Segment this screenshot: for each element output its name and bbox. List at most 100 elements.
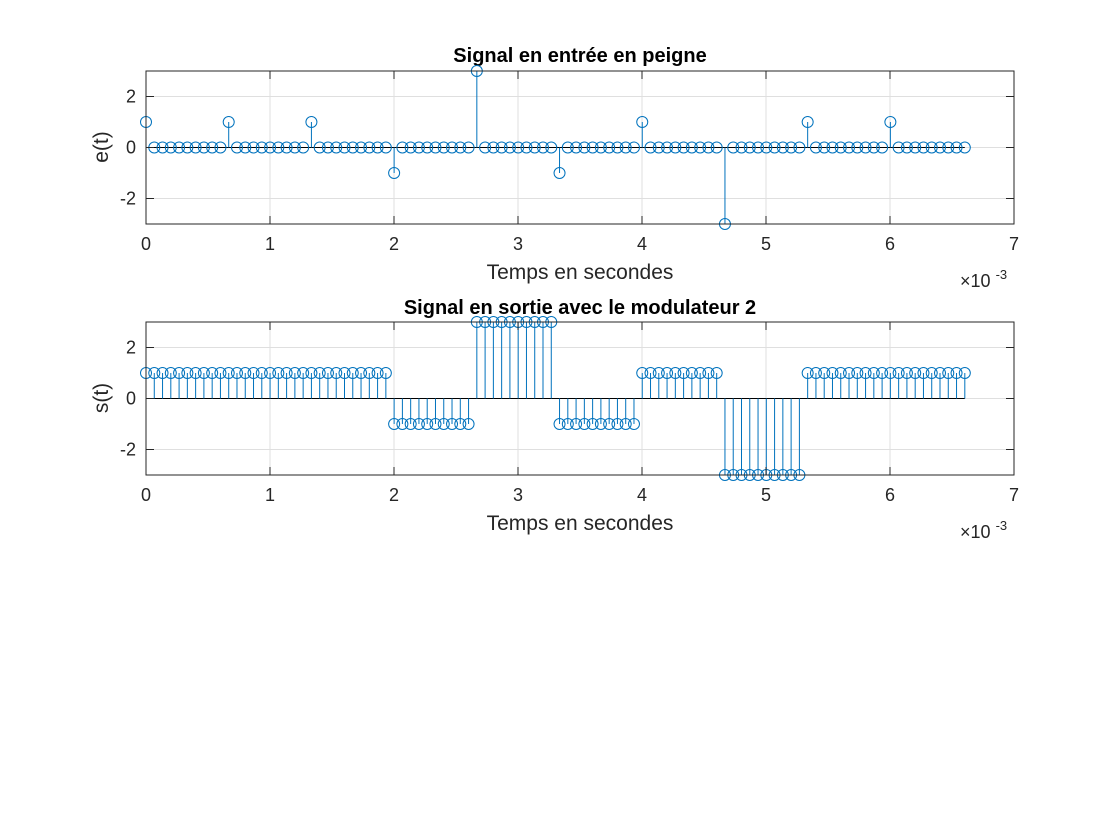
x-exponent-power-2: -3	[996, 518, 1008, 533]
stem-marker	[330, 141, 343, 154]
stem-point	[561, 398, 574, 430]
stem-marker	[909, 141, 922, 154]
stem-point	[619, 398, 632, 430]
stem-point	[933, 367, 946, 399]
stem-point	[909, 367, 922, 399]
stem-marker	[578, 141, 591, 154]
stem-point	[661, 367, 674, 399]
stem-point	[677, 367, 690, 399]
stem-marker	[313, 141, 326, 154]
stem-marker	[487, 141, 500, 154]
x-axis-label-1: Temps en secondes	[487, 261, 674, 284]
stem-point	[570, 141, 583, 154]
stem-marker	[843, 367, 856, 379]
stem-marker	[884, 116, 897, 128]
stem-marker	[892, 141, 905, 154]
stem-marker	[479, 141, 492, 154]
stem-point	[611, 141, 624, 154]
stem-marker	[404, 141, 417, 154]
stem-point	[503, 141, 516, 154]
stem-point	[677, 141, 690, 154]
stem-point	[512, 141, 525, 154]
stem-point	[288, 367, 301, 399]
stem-marker	[396, 141, 409, 154]
stem-marker	[189, 367, 202, 379]
stem-point	[280, 367, 293, 399]
x-axis-label-2: Temps en secondes	[487, 512, 674, 535]
stem-marker	[942, 141, 955, 154]
y-ticks-1: -2 0 2	[120, 87, 1014, 209]
stem-marker	[553, 418, 566, 430]
stem-marker	[743, 141, 756, 154]
stem-marker	[181, 367, 194, 379]
stem-point	[454, 141, 467, 154]
stems-2	[140, 316, 971, 481]
stem-point	[627, 398, 640, 430]
stem-point	[222, 367, 235, 399]
stem-marker	[297, 141, 310, 154]
stem-marker	[222, 367, 235, 379]
stem-marker	[669, 367, 682, 379]
stem-point	[446, 398, 459, 430]
stem-marker	[677, 141, 690, 154]
y-tick-label: 0	[126, 389, 136, 409]
stem-point	[321, 367, 334, 399]
stem-marker	[313, 367, 326, 379]
stem-marker	[900, 141, 913, 154]
stem-marker	[321, 367, 334, 379]
stem-point	[553, 398, 566, 430]
stem-point	[330, 367, 343, 399]
stem-point	[925, 141, 938, 154]
x-tick-label: 7	[1009, 485, 1019, 505]
stem-marker	[412, 141, 425, 154]
stem-point	[404, 398, 417, 430]
stem-point	[950, 141, 963, 154]
stem-point	[255, 367, 268, 399]
stem-marker	[619, 141, 632, 154]
x-tick-label: 4	[637, 485, 647, 505]
stem-point	[338, 367, 351, 399]
stem-marker	[247, 367, 260, 379]
stem-marker	[933, 141, 946, 154]
stem-point	[536, 141, 549, 154]
stem-point	[313, 141, 326, 154]
stem-marker	[305, 116, 318, 128]
stem-point	[818, 367, 831, 399]
stem-point	[801, 367, 814, 399]
stem-marker	[801, 367, 814, 379]
stem-point	[487, 141, 500, 154]
stem-marker	[867, 367, 880, 379]
stem-point	[603, 398, 616, 430]
stem-point	[958, 367, 971, 399]
stem-marker	[818, 367, 831, 379]
stem-marker	[156, 367, 169, 379]
stem-marker	[834, 141, 847, 154]
stem-marker	[338, 367, 351, 379]
stem-marker	[586, 418, 599, 430]
x-tick-label: 7	[1009, 234, 1019, 254]
x-exponent-2: ×10 -3	[960, 518, 1007, 542]
y-tick-label: -2	[120, 189, 136, 209]
stem-point	[900, 367, 913, 399]
stem-marker	[661, 141, 674, 154]
stem-marker	[412, 418, 425, 430]
stem-point	[379, 367, 392, 399]
stem-point	[603, 141, 616, 154]
stem-marker	[355, 367, 368, 379]
stem-marker	[379, 141, 392, 154]
stem-point	[297, 141, 310, 154]
stem-point	[272, 367, 285, 399]
x-tick-label: 5	[761, 234, 771, 254]
stem-marker	[338, 141, 351, 154]
stem-marker	[652, 367, 665, 379]
stem-marker	[156, 141, 169, 154]
stem-point	[429, 398, 442, 430]
stem-point	[214, 141, 227, 154]
stem-marker	[909, 367, 922, 379]
stem-point	[173, 367, 186, 399]
stem-point	[288, 141, 301, 154]
stem-marker	[173, 367, 186, 379]
stem-point	[859, 141, 872, 154]
stem-marker	[230, 367, 243, 379]
stem-marker	[272, 141, 285, 154]
